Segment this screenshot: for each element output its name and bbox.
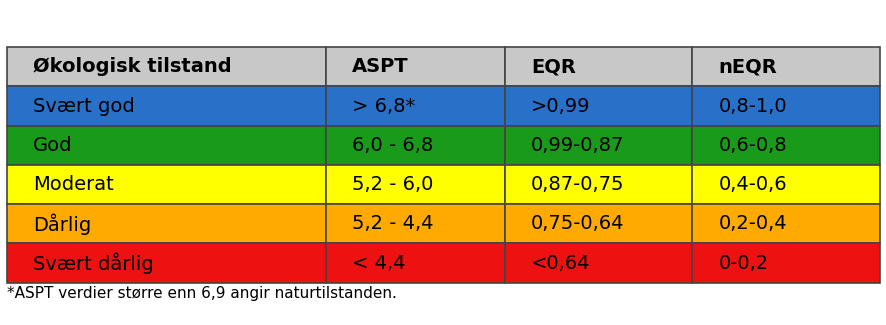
Text: ASPT: ASPT [352, 57, 408, 76]
Text: >0,99: >0,99 [530, 97, 589, 115]
Text: Svært god: Svært god [34, 97, 135, 115]
Bar [325, 86, 504, 126]
Bar [7, 204, 325, 243]
Text: <0,64: <0,64 [530, 254, 589, 273]
Bar [504, 47, 691, 86]
Text: 0,99-0,87: 0,99-0,87 [530, 136, 624, 155]
Text: 0,6-0,8: 0,6-0,8 [718, 136, 786, 155]
Bar [691, 86, 879, 126]
Text: 0,2-0,4: 0,2-0,4 [718, 214, 786, 233]
Bar [325, 47, 504, 86]
Bar [504, 165, 691, 204]
Bar [504, 126, 691, 165]
Text: < 4,4: < 4,4 [352, 254, 405, 273]
Text: 5,2 - 6,0: 5,2 - 6,0 [352, 175, 432, 194]
Bar [7, 126, 325, 165]
Bar [7, 86, 325, 126]
Text: *ASPT verdier større enn 6,9 angir naturtilstanden.: *ASPT verdier større enn 6,9 angir natur… [7, 286, 397, 301]
Bar [325, 243, 504, 283]
Bar [7, 47, 325, 86]
Bar [504, 243, 691, 283]
Text: 0,4-0,6: 0,4-0,6 [718, 175, 786, 194]
Text: 5,2 - 4,4: 5,2 - 4,4 [352, 214, 433, 233]
Bar [691, 165, 879, 204]
Bar [325, 126, 504, 165]
Text: 6,0 - 6,8: 6,0 - 6,8 [352, 136, 432, 155]
Bar [7, 165, 325, 204]
Text: Dårlig: Dårlig [34, 213, 91, 235]
Text: 0-0,2: 0-0,2 [718, 254, 767, 273]
Text: 0,75-0,64: 0,75-0,64 [530, 214, 624, 233]
Text: 0,8-1,0: 0,8-1,0 [718, 97, 786, 115]
Bar [325, 165, 504, 204]
Text: God: God [34, 136, 73, 155]
Bar [691, 243, 879, 283]
Bar [691, 204, 879, 243]
Text: EQR: EQR [530, 57, 575, 76]
Bar [691, 126, 879, 165]
Text: Moderat: Moderat [34, 175, 114, 194]
Bar [504, 86, 691, 126]
Bar [325, 204, 504, 243]
Text: > 6,8*: > 6,8* [352, 97, 415, 115]
Text: 0,87-0,75: 0,87-0,75 [530, 175, 624, 194]
Text: Økologisk tilstand: Økologisk tilstand [34, 57, 231, 76]
Text: nEQR: nEQR [718, 57, 776, 76]
Text: Svært dårlig: Svært dårlig [34, 253, 154, 274]
Bar [691, 47, 879, 86]
Bar [504, 204, 691, 243]
Bar [7, 243, 325, 283]
